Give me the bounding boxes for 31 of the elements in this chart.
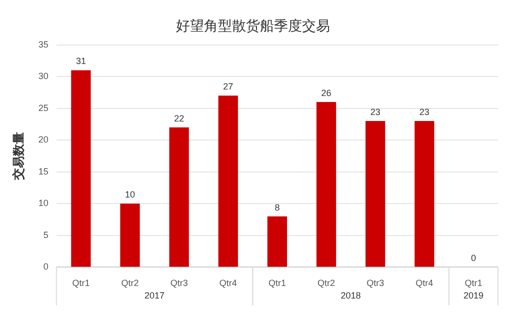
data-label: 22 [174, 113, 184, 124]
text: 2019 [463, 290, 484, 301]
data-label: 0 [470, 253, 476, 264]
text: 2017 [144, 290, 165, 301]
y-tick-label: 35 [38, 39, 48, 50]
x-tick-label: Qtr2 [121, 278, 139, 288]
y-tick-label: 25 [38, 102, 48, 113]
data-label: 26 [321, 88, 332, 98]
data-label: 10 [125, 190, 136, 200]
y-tick-label: 10 [38, 198, 48, 208]
data-label: 27 [223, 82, 234, 92]
x-tick-label: Qtr1 [72, 278, 90, 288]
y-tick-label: 15 [38, 166, 48, 176]
x-tick-label: Qtr1 [464, 278, 482, 288]
y-tick-label: 20 [38, 134, 48, 145]
data-label: 31 [76, 56, 86, 66]
y-tick-label: 5 [43, 230, 48, 240]
x-tick-label: Qtr4 [219, 278, 237, 288]
chart-title: 好望角型散货船季度交易 [176, 17, 330, 34]
x-tick-label: Qtr4 [416, 278, 434, 288]
x-tick-label: Qtr3 [366, 278, 384, 288]
y-tick-label: 0 [43, 262, 48, 272]
x-tick-label: Qtr1 [268, 278, 286, 288]
data-label: 8 [274, 202, 280, 212]
data-label: 23 [419, 107, 430, 118]
y-tick-label: 30 [38, 71, 48, 82]
text: 2018 [340, 290, 361, 301]
y-axis-title: 交易数量 [12, 132, 26, 181]
data-label: 23 [370, 107, 380, 118]
x-tick-label: Qtr2 [318, 278, 336, 288]
x-tick-label: Qtr3 [170, 278, 188, 288]
